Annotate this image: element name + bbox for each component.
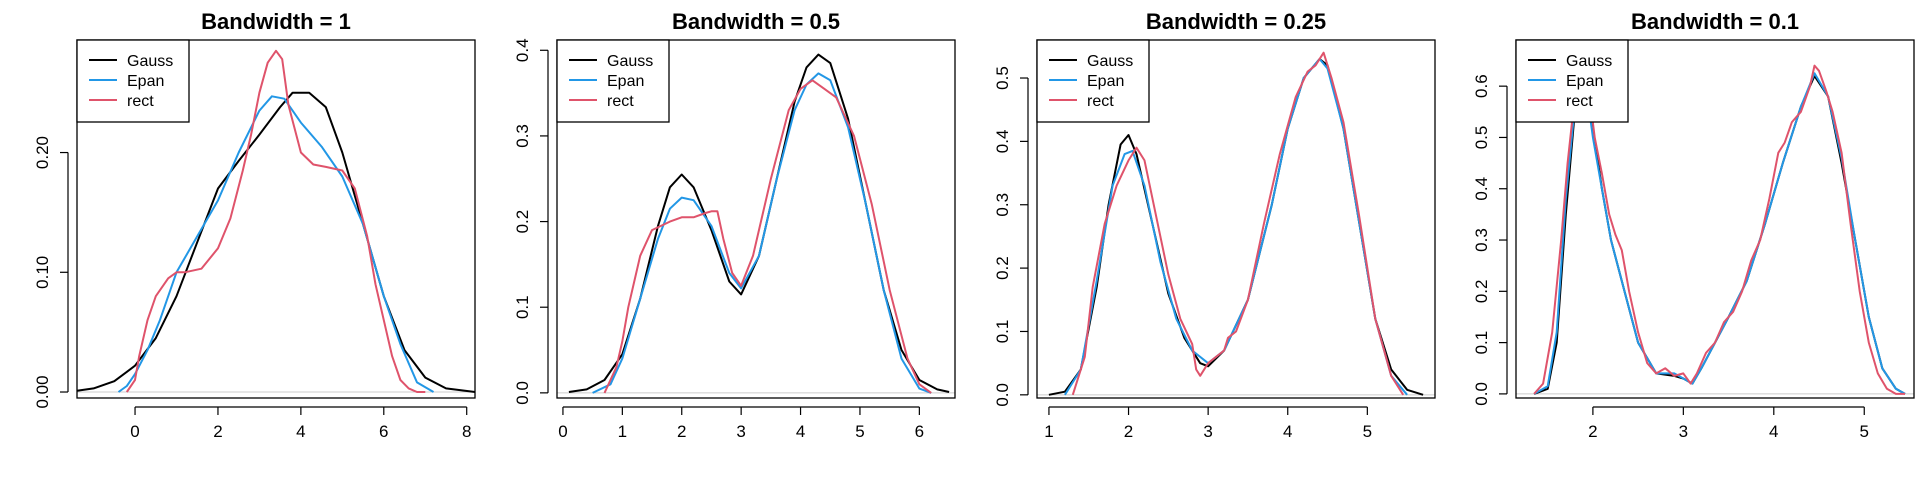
- y-tick-label: 0.20: [33, 136, 52, 169]
- legend-label-epan: Epan: [607, 73, 644, 90]
- x-tick-label: 3: [1203, 422, 1212, 441]
- panel-3: Bandwidth = 0.25 1 2 3 4 5 0.0 0.1 0.2 0.3 0.4 0.5 G…: [993, 9, 1436, 441]
- legend-label-gauss: Gauss: [607, 53, 653, 70]
- legend-label-rect: rect: [607, 93, 634, 110]
- plot-frame: [1036, 39, 1436, 399]
- y-tick-label: 0.5: [1472, 126, 1491, 150]
- legend: Gauss Epan rect: [556, 39, 670, 123]
- legend: Gauss Epan rect: [1036, 39, 1150, 123]
- x-tick-label: 3: [1679, 422, 1688, 441]
- series-line-epan: [117, 95, 435, 393]
- series-line-rect: [125, 49, 426, 393]
- y-tick-label: 0.4: [513, 38, 532, 62]
- panel-4: Bandwidth = 0.1 2 3 4 5 0.0 0.1 0.2 0.3 0.4 0.5 0.6…: [1472, 9, 1915, 441]
- series-line-rect: [1071, 51, 1405, 396]
- y-tick-label: 0.0: [513, 381, 532, 405]
- y-tick-label: 0.1: [513, 295, 532, 319]
- plot-frame: [76, 39, 476, 399]
- panel-title: Bandwidth = 0.1: [1631, 9, 1799, 34]
- legend-label-epan: Epan: [1566, 73, 1603, 90]
- legend: Gauss Epan rect: [76, 39, 190, 123]
- series-line-epan: [592, 72, 932, 394]
- x-tick-label: 2: [677, 422, 686, 441]
- y-tick-label: 0.2: [993, 256, 1012, 280]
- y-tick-label: 0.0: [993, 383, 1012, 407]
- x-tick-label: 2: [213, 422, 222, 441]
- y-tick-label: 0.5: [993, 66, 1012, 90]
- legend-label-gauss: Gauss: [1566, 53, 1612, 70]
- x-tick-label: 1: [618, 422, 627, 441]
- x-tick-label: 0: [558, 422, 567, 441]
- y-tick-label: 0.6: [1472, 74, 1491, 98]
- x-tick-label: 8: [462, 422, 471, 441]
- x-tick-label: 2: [1124, 422, 1133, 441]
- y-tick-label: 0.1: [1472, 331, 1491, 355]
- series-line-gauss: [76, 91, 476, 393]
- legend-label-rect: rect: [1566, 93, 1593, 110]
- legend: Gauss Epan rect: [1515, 39, 1629, 123]
- y-tick-label: 0.0: [1472, 382, 1491, 406]
- y-tick-label: 0.3: [1472, 228, 1491, 252]
- x-tick-label: 4: [1283, 422, 1292, 441]
- legend-label-rect: rect: [127, 93, 154, 110]
- x-tick-label: 1: [1044, 422, 1053, 441]
- panel-1: Bandwidth = 1 0 2 4 6 8 0.00 0.10 0.20 Gauss Epan r…: [33, 9, 476, 441]
- y-tick-label: 0.1: [993, 320, 1012, 344]
- plot-frame: [556, 39, 956, 399]
- legend-label-rect: rect: [1087, 93, 1114, 110]
- y-tick-label: 0.00: [33, 375, 52, 408]
- y-tick-label: 0.2: [1472, 279, 1491, 303]
- y-tick-label: 0.4: [993, 130, 1012, 154]
- x-tick-label: 5: [855, 422, 864, 441]
- y-tick-label: 0.3: [513, 124, 532, 148]
- x-tick-label: 2: [1588, 422, 1597, 441]
- legend-label-epan: Epan: [1087, 73, 1124, 90]
- legend-label-gauss: Gauss: [1087, 53, 1133, 70]
- x-tick-label: 6: [379, 422, 388, 441]
- plot-frame: [1515, 39, 1915, 399]
- x-tick-label: 4: [296, 422, 305, 441]
- series-line-rect: [603, 79, 932, 394]
- x-tick-label: 0: [130, 422, 139, 441]
- legend-label-gauss: Gauss: [127, 53, 173, 70]
- y-tick-label: 0.4: [1472, 177, 1491, 201]
- panel-2: Bandwidth = 0.5 0 1 2 3 4 5 6 0.0 0.1 0.2 0.3 0.4 Gau…: [513, 9, 956, 441]
- x-tick-label: 3: [736, 422, 745, 441]
- panel-title: Bandwidth = 0.5: [672, 9, 840, 34]
- x-tick-label: 4: [796, 422, 805, 441]
- panel-title: Bandwidth = 1: [201, 9, 351, 34]
- series-line-gauss: [1533, 74, 1906, 395]
- x-tick-label: 5: [1860, 422, 1869, 441]
- y-tick-label: 0.3: [993, 193, 1012, 217]
- panel-title: Bandwidth = 0.25: [1146, 9, 1326, 34]
- x-tick-label: 5: [1363, 422, 1372, 441]
- x-tick-label: 4: [1769, 422, 1778, 441]
- y-tick-label: 0.2: [513, 210, 532, 234]
- x-tick-label: 6: [915, 422, 924, 441]
- legend-label-epan: Epan: [127, 73, 164, 90]
- y-tick-label: 0.10: [33, 256, 52, 289]
